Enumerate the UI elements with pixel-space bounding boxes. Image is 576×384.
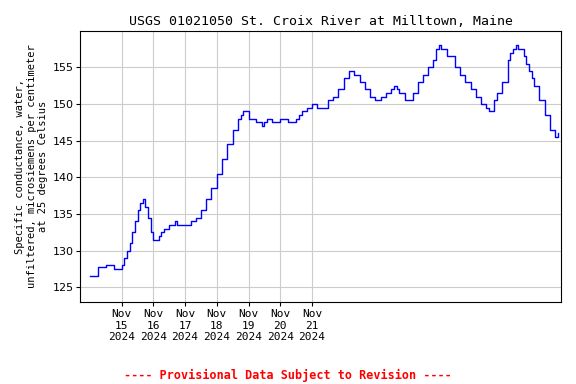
Text: ---- Provisional Data Subject to Revision ----: ---- Provisional Data Subject to Revisio…	[124, 369, 452, 382]
Title: USGS 01021050 St. Croix River at Milltown, Maine: USGS 01021050 St. Croix River at Milltow…	[128, 15, 513, 28]
Y-axis label: Specific conductance, water,
unfiltered, microsiemens per centimeter
at 25 degre: Specific conductance, water, unfiltered,…	[15, 45, 48, 288]
